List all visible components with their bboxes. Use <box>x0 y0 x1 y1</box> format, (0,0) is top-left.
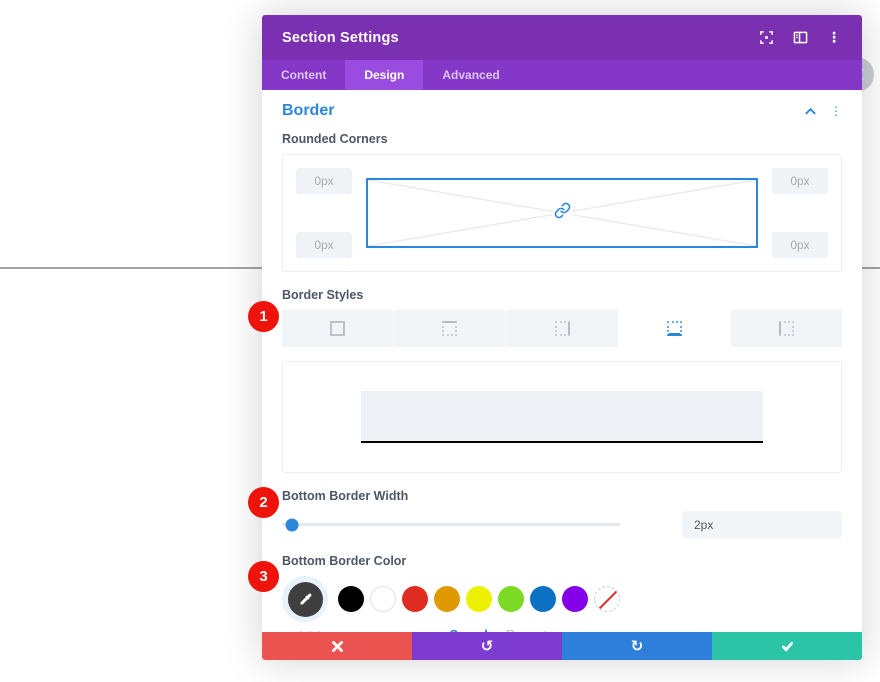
more-swatches-button[interactable]: ••• <box>297 627 325 632</box>
annotation-badge-2: 2 <box>248 487 279 518</box>
bottom-border-width-label: Bottom Border Width <box>282 489 409 503</box>
settings-body: Border ⋮ Rounded Corners 0px 0px 0px 0px <box>262 90 862 632</box>
color-options-row: ••• Saved Recent <box>282 627 842 632</box>
border-styles-label: Border Styles <box>282 288 364 302</box>
border-width-slider[interactable] <box>282 518 620 531</box>
settings-tabbar: Content Design Advanced <box>262 60 862 90</box>
color-swatch[interactable] <box>530 586 556 612</box>
tab-advanced[interactable]: Advanced <box>442 68 500 82</box>
color-swatch[interactable] <box>594 586 620 612</box>
color-swatch[interactable] <box>402 586 428 612</box>
border-style-right-button[interactable] <box>506 310 618 347</box>
link-values-button[interactable] <box>551 200 573 226</box>
bottom-border-color-label: Bottom Border Color <box>282 554 407 568</box>
rounded-corners-panel: 0px 0px 0px 0px <box>282 154 842 272</box>
slider-thumb[interactable] <box>285 518 299 531</box>
color-swatch[interactable] <box>434 586 460 612</box>
rounded-corners-preview <box>366 178 758 248</box>
corner-top-right-input[interactable]: 0px <box>772 168 828 194</box>
rounded-corners-label: Rounded Corners <box>282 132 388 146</box>
redo-icon: ↻ <box>630 636 644 655</box>
color-picker-button[interactable] <box>282 576 328 622</box>
redo-button[interactable]: ↻ <box>562 632 712 660</box>
undo-button[interactable]: ↺ <box>412 632 562 660</box>
tab-content[interactable]: Content <box>281 68 327 82</box>
exit-visual-builder-icon[interactable] <box>758 30 774 46</box>
eyedropper-circle <box>287 581 323 617</box>
border-style-top-button[interactable] <box>394 310 506 347</box>
saved-tab[interactable]: Saved <box>450 627 488 632</box>
bottom-border-color-row <box>282 576 842 622</box>
border-style-left-button[interactable] <box>730 310 843 347</box>
more-menu-icon[interactable]: ⋮ <box>827 29 841 46</box>
section-settings-modal: Section Settings ⋮ Content Design Advanc… <box>262 15 862 660</box>
border-section-header: Border ⋮ <box>282 90 842 128</box>
corner-bottom-left-input[interactable]: 0px <box>296 232 352 258</box>
save-button[interactable] <box>712 632 862 660</box>
border-section-title: Border <box>282 102 335 119</box>
modal-title: Section Settings <box>282 29 399 46</box>
color-swatches <box>338 586 620 612</box>
border-top-icon <box>442 321 458 336</box>
border-options-menu-icon[interactable]: ⋮ <box>830 104 842 118</box>
annotation-badge-1: 1 <box>248 301 279 332</box>
border-style-bottom-button[interactable] <box>618 310 730 347</box>
border-width-input[interactable]: 2px <box>682 511 842 538</box>
eyedropper-icon <box>300 593 311 604</box>
border-preview-panel <box>282 361 842 473</box>
border-style-all-button[interactable] <box>282 310 394 347</box>
annotation-badge-3: 3 <box>248 561 279 592</box>
check-icon <box>781 641 793 652</box>
border-preview-box <box>361 391 763 443</box>
recent-tab[interactable]: Recent <box>506 627 547 632</box>
color-swatch[interactable] <box>498 586 524 612</box>
color-swatch[interactable] <box>370 586 396 612</box>
corner-top-left-input[interactable]: 0px <box>296 168 352 194</box>
modal-titlebar: Section Settings ⋮ <box>262 15 862 60</box>
split-layout-icon[interactable] <box>792 30 808 46</box>
chevron-up-icon[interactable] <box>805 107 816 115</box>
x-icon <box>331 640 343 652</box>
undo-icon: ↺ <box>480 636 494 655</box>
color-swatch[interactable] <box>338 586 364 612</box>
modal-footer: ↺ ↻ <box>262 632 862 660</box>
border-left-icon <box>778 321 794 336</box>
bottom-border-width-row: 2px <box>282 511 842 538</box>
tab-design[interactable]: Design <box>345 60 424 90</box>
border-right-icon <box>554 321 570 336</box>
color-swatch[interactable] <box>466 586 492 612</box>
color-swatch[interactable] <box>562 586 588 612</box>
discard-button[interactable] <box>262 632 412 660</box>
border-all-icon <box>330 321 346 336</box>
corner-bottom-right-input[interactable]: 0px <box>772 232 828 258</box>
chain-link-icon <box>554 202 570 219</box>
border-bottom-icon <box>666 321 682 336</box>
border-styles-row <box>282 310 843 347</box>
